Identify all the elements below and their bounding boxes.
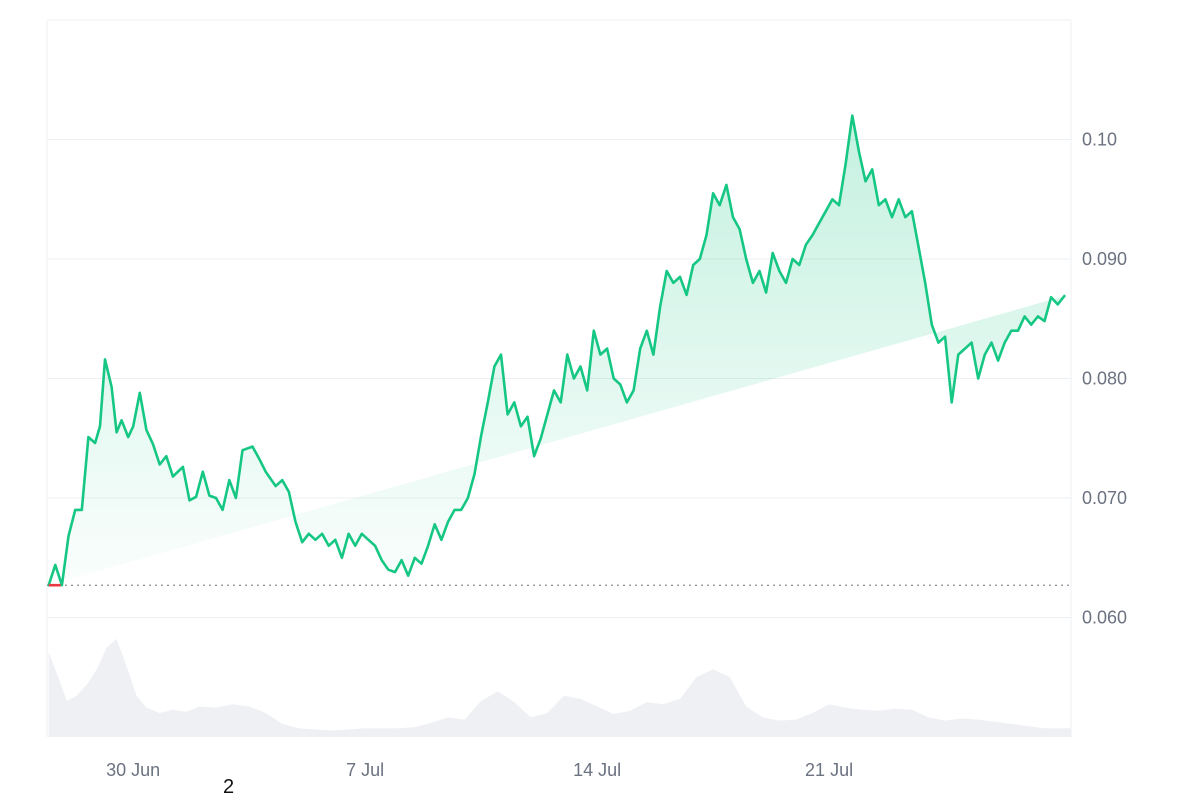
stray-number-label: 2 [223,776,235,798]
x-tick-label: 7 Jul [346,760,384,780]
price-area [48,115,1065,586]
x-tick-label: 30 Jun [106,760,160,780]
price-area-path [48,115,1065,586]
price-line [47,114,1066,587]
y-tick-label: 0.060 [1082,608,1127,628]
y-tick-label: 0.10 [1082,130,1117,150]
x-axis-ticks: 30 Jun 7 Jul 14 Jul 21 Jul [106,760,853,780]
y-tick-label: 0.080 [1082,369,1127,389]
y-tick-label: 0.070 [1082,488,1127,508]
y-tick-label: 0.090 [1082,249,1127,269]
volume-area [48,638,1071,737]
y-axis-ticks: 0.060 0.070 0.080 0.090 0.10 [1082,130,1127,628]
x-tick-label: 14 Jul [573,760,621,780]
volume-path [48,638,1071,737]
chart-gridlines [46,19,1072,737]
price-line-path [47,114,1066,587]
x-tick-label: 21 Jul [805,760,853,780]
